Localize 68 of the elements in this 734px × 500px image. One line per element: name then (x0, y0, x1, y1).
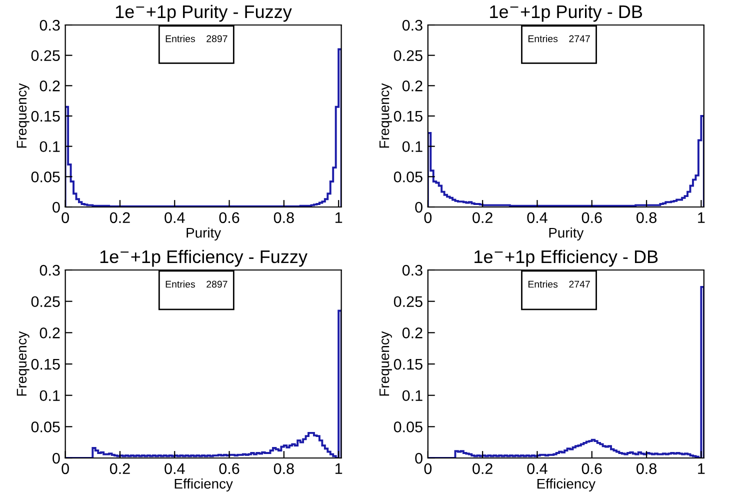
x-tick-label: 0.8 (274, 463, 294, 474)
y-tick-label: 0 (415, 452, 422, 464)
y-tick-label: 0 (52, 452, 60, 464)
y-tick-label: 0.25 (394, 50, 422, 62)
y-tick-label: 0.3 (40, 264, 60, 276)
y-tick-label: 0 (52, 202, 60, 213)
chart-title: 1e$^{−}$+1p Purity - Fuzzy (116, 4, 292, 22)
y-tick-label: 0.2 (402, 80, 422, 92)
y-tick-label: 0.05 (394, 172, 422, 182)
x-tick-label: 0.6 (582, 212, 602, 224)
x-tick-label: 0.6 (582, 463, 602, 474)
x-tick-label: 0 (62, 212, 69, 224)
x-tick-label: 0.2 (472, 463, 492, 474)
chart-title: 1e$^{−}$+1p Purity - DB (490, 4, 642, 22)
y-tick-label: 0.05 (31, 422, 60, 432)
x-tick-label: 0.8 (636, 463, 656, 474)
x-tick-label: 1 (335, 212, 342, 223)
x-axis-title: Efficiency (174, 478, 233, 492)
y-tick-label: 0.25 (394, 296, 422, 308)
y-tick-label: 0.15 (31, 110, 60, 122)
x-tick-label: 0.2 (472, 212, 492, 224)
y-axis-title: Frequency (380, 331, 392, 396)
y-tick-label: 0.2 (40, 80, 60, 92)
x-tick-label: 0 (62, 463, 69, 474)
x-tick-label: 0.2 (110, 463, 130, 474)
y-tick-label: 0.25 (31, 50, 60, 62)
annotation: Entries 2897 (166, 280, 228, 288)
x-tick-label: 1 (698, 463, 705, 474)
x-tick-label: 0 (424, 463, 432, 474)
x-tick-label: 0.4 (164, 463, 185, 474)
y-tick-label: 0.3 (40, 20, 60, 31)
x-axis-title: Purity (549, 227, 584, 240)
x-tick-label: 0.6 (219, 463, 240, 474)
x-tick-label: 1 (335, 463, 342, 474)
y-tick-label: 0.15 (394, 110, 422, 122)
y-tick-label: 0.1 (402, 141, 422, 152)
x-tick-label: 0 (424, 212, 432, 224)
y-tick-label: 0.2 (40, 328, 60, 338)
annotation: Entries 2747 (528, 35, 590, 42)
y-tick-label: 0.05 (31, 172, 60, 182)
x-tick-label: 0.8 (636, 212, 656, 224)
y-tick-label: 0.1 (40, 390, 60, 402)
y-tick-label: 0.25 (31, 296, 60, 308)
y-tick-label: 0.3 (402, 20, 422, 31)
y-tick-label: 0.2 (402, 328, 422, 338)
y-tick-label: 0.15 (394, 358, 422, 370)
y-tick-label: 0.05 (394, 422, 422, 432)
x-tick-label: 0.4 (527, 463, 548, 474)
annotation: Entries 2747 (528, 280, 590, 288)
y-tick-label: 0 (415, 202, 422, 213)
y-axis-title: Frequency (16, 331, 30, 396)
y-tick-label: 0.15 (31, 358, 60, 370)
x-tick-label: 0.8 (274, 212, 294, 224)
annotation: Entries 2897 (166, 35, 228, 42)
x-tick-label: 0.2 (110, 212, 130, 224)
chart-title: 1e$^{−}$+1p Efficiency - Fuzzy (100, 250, 308, 267)
x-tick-label: 0.4 (527, 212, 548, 224)
x-tick-label: 0.6 (219, 212, 240, 224)
y-tick-label: 0.1 (40, 141, 60, 152)
y-axis-title: Frequency (380, 83, 392, 148)
x-axis-title: Purity (186, 227, 222, 240)
x-axis-title: Efficiency (537, 478, 596, 492)
x-tick-label: 0.4 (164, 212, 185, 224)
y-tick-label: 0.3 (402, 264, 422, 276)
y-tick-label: 0.1 (402, 390, 422, 402)
x-tick-label: 1 (698, 212, 705, 223)
chart-title: 1e$^{−}$+1p Efficiency - DB (474, 250, 658, 267)
y-axis-title: Frequency (16, 83, 30, 148)
